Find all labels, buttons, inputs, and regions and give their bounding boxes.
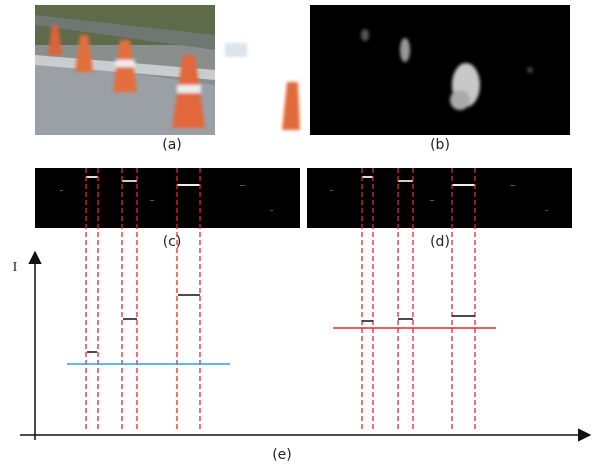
label-b: (b) (430, 137, 450, 153)
figure: (a) (b) (c) (d) I (e) (0, 0, 597, 467)
label-c: (c) (163, 234, 182, 250)
photo-a (0, 0, 300, 135)
label-d: (d) (430, 234, 450, 250)
strip-d (307, 168, 572, 228)
levels (87, 295, 475, 352)
strip-c (35, 168, 300, 228)
label-a: (a) (162, 137, 182, 153)
photo-b (310, 5, 570, 135)
axis-label: I (13, 260, 18, 275)
label-e: (e) (272, 447, 292, 463)
